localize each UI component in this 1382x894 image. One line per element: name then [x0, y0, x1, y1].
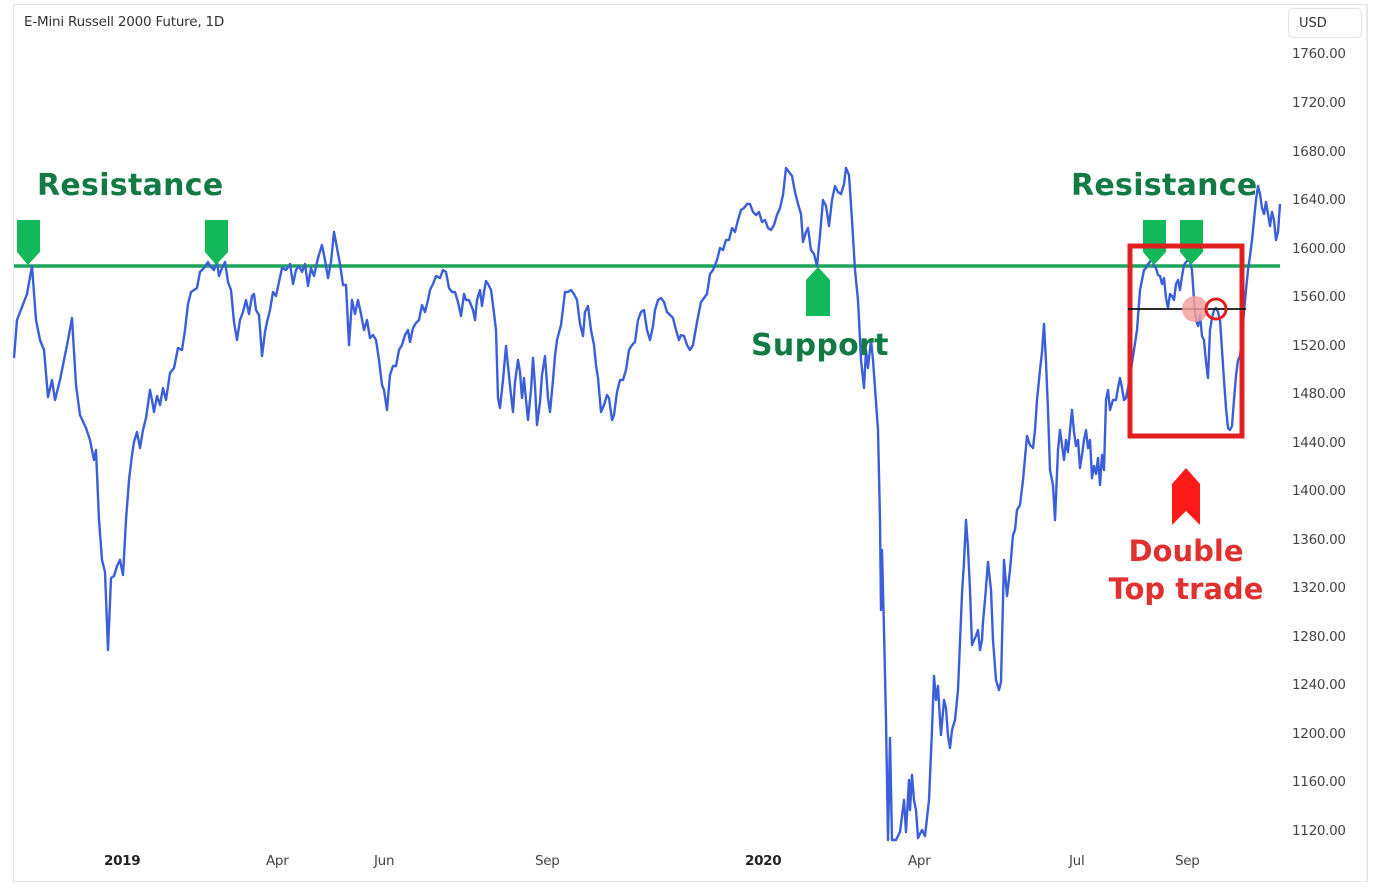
time-tick-label: 2019 [104, 853, 141, 869]
double-top-label: Double Top trade [1100, 532, 1272, 608]
price-tick-label: 1480.00 [1292, 386, 1346, 402]
price-tick-label: 1680.00 [1292, 144, 1346, 160]
price-tick-label: 1280.00 [1292, 629, 1346, 645]
double-top-box [1127, 243, 1245, 439]
price-tick-label: 1360.00 [1292, 532, 1346, 548]
chart-title: E-Mini Russell 2000 Future, 1D [24, 14, 225, 30]
time-tick-label: Sep [535, 853, 560, 869]
price-tick-label: 1600.00 [1292, 241, 1346, 257]
double-top-label-line1: Double [1128, 534, 1244, 568]
time-tick-label: 2020 [745, 853, 782, 869]
price-line [12, 166, 1282, 842]
chart-frame [13, 4, 1368, 882]
entry-point-icon [1182, 296, 1208, 322]
time-tick-label: Jul [1069, 853, 1085, 869]
time-tick-label: Jun [374, 853, 395, 869]
price-tick-label: 1240.00 [1292, 677, 1346, 693]
price-tick-label: 1400.00 [1292, 483, 1346, 499]
support-label: Support [751, 328, 889, 363]
price-tick-label: 1560.00 [1292, 289, 1346, 305]
price-tick-label: 1720.00 [1292, 95, 1346, 111]
resistance-marker-icon [1180, 220, 1203, 265]
time-tick-label: Apr [266, 853, 289, 869]
price-tick-label: 1440.00 [1292, 435, 1346, 451]
price-tick-label: 1120.00 [1292, 823, 1346, 839]
price-tick-label: 1520.00 [1292, 338, 1346, 354]
currency-button[interactable]: USD [1288, 8, 1362, 38]
price-tick-label: 1640.00 [1292, 192, 1346, 208]
resistance-marker-icon [1143, 220, 1166, 265]
price-tick-label: 1200.00 [1292, 726, 1346, 742]
double-top-label-line2: Top trade [1108, 572, 1264, 606]
retest-circle-icon [1204, 297, 1228, 321]
support-marker-icon [806, 267, 830, 316]
resistance-label-right: Resistance [1071, 168, 1258, 203]
resistance-label-left: Resistance [37, 168, 224, 203]
price-axis-separator [1366, 4, 1367, 882]
resistance-marker-icon [17, 220, 40, 265]
time-tick-label: Apr [908, 853, 931, 869]
double-top-arrow-icon [1172, 468, 1200, 525]
price-tick-label: 1160.00 [1292, 774, 1346, 790]
price-tick-label: 1760.00 [1292, 46, 1346, 62]
price-tick-label: 1320.00 [1292, 580, 1346, 596]
time-tick-label: Sep [1175, 853, 1200, 869]
resistance-marker-icon [205, 220, 228, 265]
